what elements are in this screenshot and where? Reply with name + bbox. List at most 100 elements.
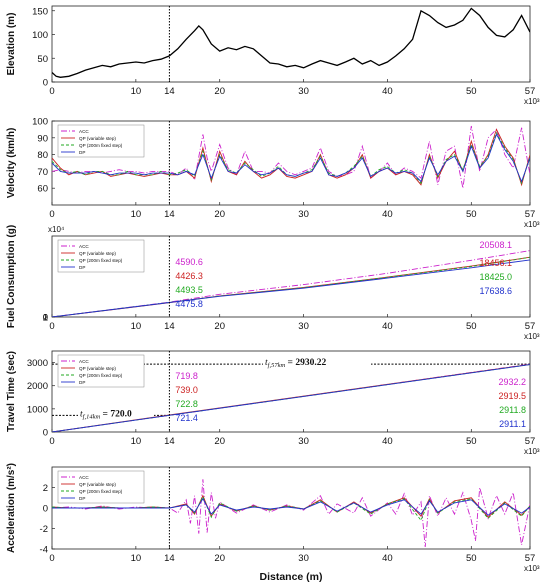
x-tick-label: 14 xyxy=(164,321,175,332)
y-tick-label: 50 xyxy=(37,54,48,65)
x-tick-label: 20 xyxy=(214,209,225,220)
legend-label-ACC: ACC xyxy=(79,244,89,249)
series-line-DP xyxy=(52,133,530,183)
y-tick-label: 0 xyxy=(43,78,48,89)
x-tick-label: 30 xyxy=(298,321,309,332)
x-tick-label: 20 xyxy=(214,553,225,564)
x-tick-label: 0 xyxy=(49,209,54,220)
y-tick-label: 80 xyxy=(37,150,48,161)
series-line-elevation xyxy=(52,7,530,78)
annotation-end: 2911.8 xyxy=(499,405,526,415)
x-tick-label: 14 xyxy=(164,436,175,447)
x-tick-label: 40 xyxy=(382,553,393,564)
x-tick-label: 40 xyxy=(382,436,393,447)
x-exponent-label: x10³ xyxy=(524,220,540,229)
reference-label-bg xyxy=(263,355,371,368)
y-axis-label-fuel: Fuel Consumption (g) xyxy=(6,225,17,328)
annotation-mid: 721.4 xyxy=(175,413,198,423)
x-tick-label: 20 xyxy=(214,436,225,447)
x-tick-label: 20 xyxy=(214,321,225,332)
x-tick-label: 0 xyxy=(49,553,54,564)
y-tick-label: 2000 xyxy=(27,381,48,392)
x-tick-label: 20 xyxy=(214,86,225,97)
y-tick-label: 150 xyxy=(32,6,48,17)
legend-label-QP_variable: QP (variable step) xyxy=(79,251,116,256)
legend-label-QP_fixed: QP (200m fixed step) xyxy=(79,373,123,378)
legend-label-ACC: ACC xyxy=(79,475,89,480)
x-exponent-label: x10³ xyxy=(524,332,540,341)
x-tick-label: 0 xyxy=(49,436,54,447)
reference-label: tf,14km = 720.0 xyxy=(80,409,132,420)
annotation-end: 18456.1 xyxy=(479,258,512,268)
reference-label-bg xyxy=(78,406,154,419)
y-tick-label: -4 xyxy=(40,545,48,556)
y-tick-label: 1000 xyxy=(27,404,48,415)
y-tick-label: 0 xyxy=(43,313,48,324)
y-axis-label-elevation: Elevation (m) xyxy=(6,13,17,76)
x-tick-label: 57 xyxy=(525,209,536,220)
series-line-ACC xyxy=(52,479,530,548)
x-tick-label: 10 xyxy=(131,553,142,564)
x-tick-label: 14 xyxy=(164,209,175,220)
series-line-ACC xyxy=(52,125,530,189)
annotation-end: 2932.2 xyxy=(498,377,526,387)
legend-label-DP: DP xyxy=(79,496,85,501)
y-axis-label-time: Travel Time (sec) xyxy=(6,351,17,432)
series-line-DP xyxy=(52,497,530,516)
x-tick-label: 40 xyxy=(382,209,393,220)
x-tick-label: 50 xyxy=(466,86,477,97)
annotation-end: 18425.0 xyxy=(479,272,512,282)
legend-label-ACC: ACC xyxy=(79,129,89,134)
y-tick-label: -2 xyxy=(40,524,48,535)
y-exponent-label: x10⁴ xyxy=(48,225,65,234)
x-tick-label: 50 xyxy=(466,321,477,332)
legend-label-DP: DP xyxy=(79,380,85,385)
annotation-end: 2919.5 xyxy=(498,391,526,401)
x-tick-label: 50 xyxy=(466,553,477,564)
x-tick-label: 57 xyxy=(525,553,536,564)
x-tick-label: 0 xyxy=(49,86,54,97)
x-tick-label: 30 xyxy=(298,86,309,97)
annotation-mid: 719.8 xyxy=(175,371,198,381)
x-tick-label: 10 xyxy=(131,86,142,97)
x-tick-label: 14 xyxy=(164,86,175,97)
x-tick-label: 10 xyxy=(131,321,142,332)
legend-label-QP_fixed: QP (200m fixed step) xyxy=(79,258,123,263)
x-tick-label: 50 xyxy=(466,209,477,220)
y-tick-label: 100 xyxy=(32,30,48,41)
y-tick-label: 0 xyxy=(43,504,48,515)
y-tick-label: 100 xyxy=(32,117,48,128)
series-line-QP_variable xyxy=(52,128,530,187)
series-line-QP_fixed xyxy=(52,256,530,317)
legend-label-QP_fixed: QP (200m fixed step) xyxy=(79,143,123,148)
legend-label-DP: DP xyxy=(79,150,85,155)
x-exponent-label: x10³ xyxy=(524,447,540,456)
y-tick-label: 60 xyxy=(37,184,48,195)
annotation-end: 20508.1 xyxy=(479,240,512,250)
x-exponent-label: x10³ xyxy=(524,97,540,106)
x-tick-label: 57 xyxy=(525,436,536,447)
annotation-mid: 4590.6 xyxy=(175,257,203,267)
y-axis-label-velocity: Velocity (km/h) xyxy=(6,128,17,199)
x-tick-label: 14 xyxy=(164,553,175,564)
y-tick-label: 0 xyxy=(43,428,48,439)
legend-label-QP_fixed: QP (200m fixed step) xyxy=(79,489,123,494)
annotation-end: 17638.6 xyxy=(479,286,512,296)
legend-label-ACC: ACC xyxy=(79,359,89,364)
x-tick-label: 57 xyxy=(525,86,536,97)
y-tick-label: 2 xyxy=(43,312,48,323)
x-tick-label: 10 xyxy=(131,209,142,220)
annotation-mid: 4475.8 xyxy=(175,299,203,309)
legend-label-QP_variable: QP (variable step) xyxy=(79,366,116,371)
annotation-mid: 4426.3 xyxy=(175,271,203,281)
x-tick-label: 10 xyxy=(131,436,142,447)
y-tick-label: 2 xyxy=(43,483,48,494)
y-tick-label: 3000 xyxy=(27,358,48,369)
annotation-end: 2911.1 xyxy=(499,419,526,429)
annotation-mid: 4493.5 xyxy=(175,285,203,295)
y-tick-label: 90 xyxy=(37,133,48,144)
x-tick-label: 30 xyxy=(298,553,309,564)
y-tick-label: 70 xyxy=(37,167,48,178)
y-tick-label: 1 xyxy=(43,312,48,323)
